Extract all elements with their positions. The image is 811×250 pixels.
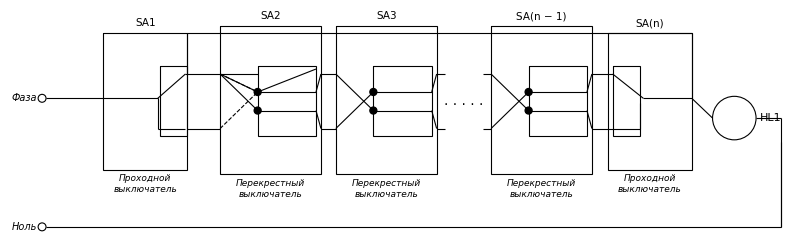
Circle shape (38, 223, 46, 231)
Text: Фаза: Фаза (11, 93, 37, 103)
Circle shape (254, 107, 261, 114)
Text: SA(n): SA(n) (636, 18, 664, 28)
Text: HL1: HL1 (760, 113, 782, 123)
Circle shape (526, 107, 532, 114)
Circle shape (38, 94, 46, 102)
Circle shape (254, 88, 261, 96)
Text: Перекрестный
выключатель: Перекрестный выключатель (236, 180, 305, 199)
Circle shape (370, 88, 377, 96)
Text: Проходной
выключатель: Проходной выключатель (114, 174, 178, 194)
Text: . . . . .: . . . . . (444, 94, 483, 108)
Text: SA3: SA3 (376, 11, 397, 21)
Circle shape (713, 96, 756, 140)
Text: Ноль: Ноль (12, 222, 37, 232)
Circle shape (526, 88, 532, 96)
Text: Перекрестный
выключатель: Перекрестный выключатель (352, 180, 421, 199)
Text: Проходной
выключатель: Проходной выключатель (618, 174, 681, 194)
Text: Перекрестный
выключатель: Перекрестный выключатель (507, 180, 576, 199)
Text: SA(n − 1): SA(n − 1) (517, 11, 567, 21)
Text: SA1: SA1 (135, 18, 156, 28)
Circle shape (370, 107, 377, 114)
Text: SA2: SA2 (260, 11, 281, 21)
